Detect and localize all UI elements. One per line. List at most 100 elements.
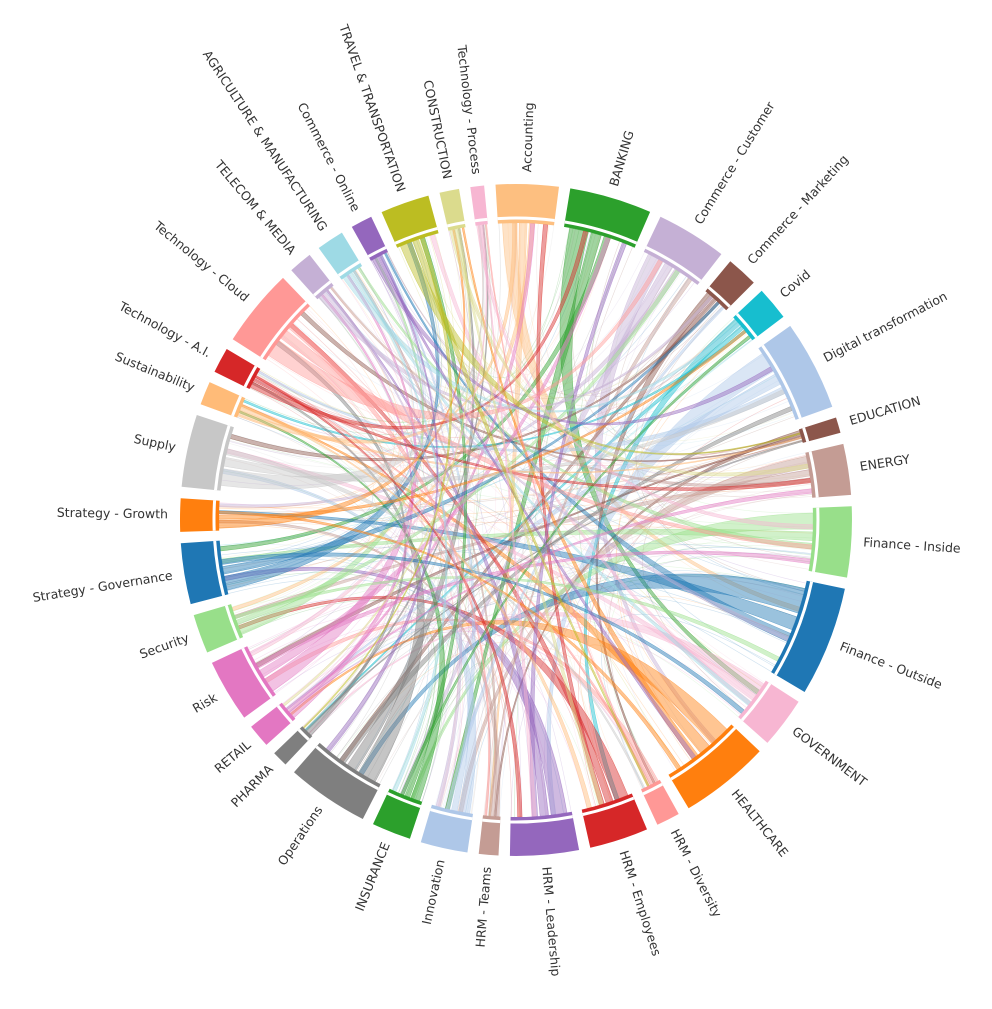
group-label-anchor: TRAVEL & TRANSPORTATION	[336, 22, 409, 194]
chord-ribbon	[488, 277, 692, 817]
fine-link	[332, 286, 739, 414]
group-label: Commerce - Customer	[691, 98, 778, 227]
fine-link	[514, 222, 789, 436]
fine-link	[425, 236, 487, 814]
fine-link	[239, 235, 451, 442]
fine-link	[616, 329, 745, 757]
fine-link	[218, 480, 811, 523]
fine-link	[386, 252, 801, 455]
group-label: HRM - Leadership	[539, 866, 563, 977]
group-arc[interactable]	[758, 325, 833, 420]
fine-link	[434, 262, 664, 806]
group-label-anchor: GOVERNMENT	[789, 723, 870, 789]
group-arc[interactable]	[733, 290, 784, 341]
group-label-anchor: Finance - Inside	[863, 534, 962, 555]
group-arc[interactable]	[643, 216, 722, 285]
group-arc-divider	[243, 365, 258, 388]
group-arc[interactable]	[798, 417, 841, 443]
group-label-anchor: Operations	[274, 803, 325, 868]
group-arc-divider	[482, 818, 501, 824]
group-label-anchor: Digital transformation	[821, 288, 950, 365]
fine-link	[253, 614, 461, 809]
chord-ribbon	[239, 407, 802, 474]
fine-link	[458, 228, 794, 442]
fine-link	[484, 233, 596, 816]
group-label: Commerce - Marketing	[744, 152, 851, 268]
group-label: Finance - Inside	[863, 534, 962, 555]
group-arc[interactable]	[181, 415, 234, 491]
fine-link	[319, 297, 443, 793]
fine-link	[225, 458, 489, 816]
group-arc-divider	[231, 395, 242, 417]
group-label-anchor: Strategy - Governance	[32, 567, 174, 605]
fine-link	[219, 242, 439, 509]
fine-link	[307, 308, 747, 708]
chord-ribbon	[255, 375, 523, 818]
group-arc[interactable]	[232, 277, 310, 361]
fine-link	[293, 322, 764, 431]
fine-link	[318, 297, 423, 758]
fine-link	[274, 628, 568, 813]
fine-link	[608, 441, 803, 784]
group-arc[interactable]	[738, 680, 799, 743]
fine-link	[331, 222, 522, 390]
group-arc-divider	[761, 344, 802, 419]
fine-link	[225, 232, 591, 584]
group-arc[interactable]	[808, 506, 852, 578]
group-label: Accounting	[519, 102, 536, 172]
fine-link	[249, 387, 811, 556]
group-arc-divider	[642, 782, 663, 796]
fine-link	[457, 304, 722, 812]
group-arc[interactable]	[294, 742, 381, 819]
fine-link	[242, 404, 790, 637]
fine-link	[623, 373, 775, 753]
fine-link	[222, 321, 738, 565]
group-label-anchor: Covid	[777, 267, 814, 301]
group-arc[interactable]	[771, 580, 845, 692]
chord-ribbon	[288, 323, 491, 816]
fine-link	[515, 222, 797, 618]
group-label: Covid	[777, 267, 814, 301]
group-arc[interactable]	[495, 183, 560, 226]
group-label-anchor: EDUCATION	[847, 393, 922, 428]
fine-link	[233, 588, 598, 806]
chord-ribbon	[219, 268, 680, 508]
fine-link	[302, 309, 411, 727]
group-label-anchor: HRM - Teams	[473, 866, 495, 948]
chord-ribbon	[287, 223, 536, 714]
fine-link	[347, 625, 747, 765]
group-label: PHARMA	[228, 761, 277, 810]
group-label-anchor: Innovation	[419, 858, 448, 926]
group-arc[interactable]	[564, 188, 651, 248]
group-arc[interactable]	[581, 793, 647, 848]
group-arc[interactable]	[179, 498, 220, 532]
group-arc-divider	[670, 726, 737, 781]
chord-ribbon	[300, 311, 802, 462]
fine-link	[288, 630, 651, 785]
fine-link	[257, 228, 574, 423]
group-label-anchor: RETAIL	[211, 737, 253, 776]
group-label: ENERGY	[859, 451, 912, 474]
group-arc-divider	[367, 246, 387, 258]
group-label: Sustainability	[113, 349, 198, 395]
fine-link	[218, 524, 520, 818]
group-label: HRM - Employees	[617, 849, 665, 958]
group-arc[interactable]	[439, 188, 466, 231]
group-arc[interactable]	[470, 185, 488, 226]
fine-link	[249, 387, 512, 818]
group-arc[interactable]	[211, 646, 276, 718]
fine-link	[231, 225, 555, 454]
group-arc[interactable]	[805, 443, 852, 498]
fine-link	[499, 380, 779, 817]
fine-link	[636, 306, 805, 592]
group-arc[interactable]	[668, 724, 760, 809]
group-arc[interactable]	[381, 195, 439, 248]
group-arc[interactable]	[705, 261, 754, 311]
group-arc-divider	[394, 226, 438, 245]
group-label: Innovation	[419, 858, 448, 926]
group-label: Technology - Cloud	[150, 217, 252, 304]
group-label: HRM - Teams	[473, 866, 495, 948]
fine-link	[281, 336, 459, 807]
fine-link	[411, 556, 811, 799]
group-arc[interactable]	[478, 815, 501, 856]
